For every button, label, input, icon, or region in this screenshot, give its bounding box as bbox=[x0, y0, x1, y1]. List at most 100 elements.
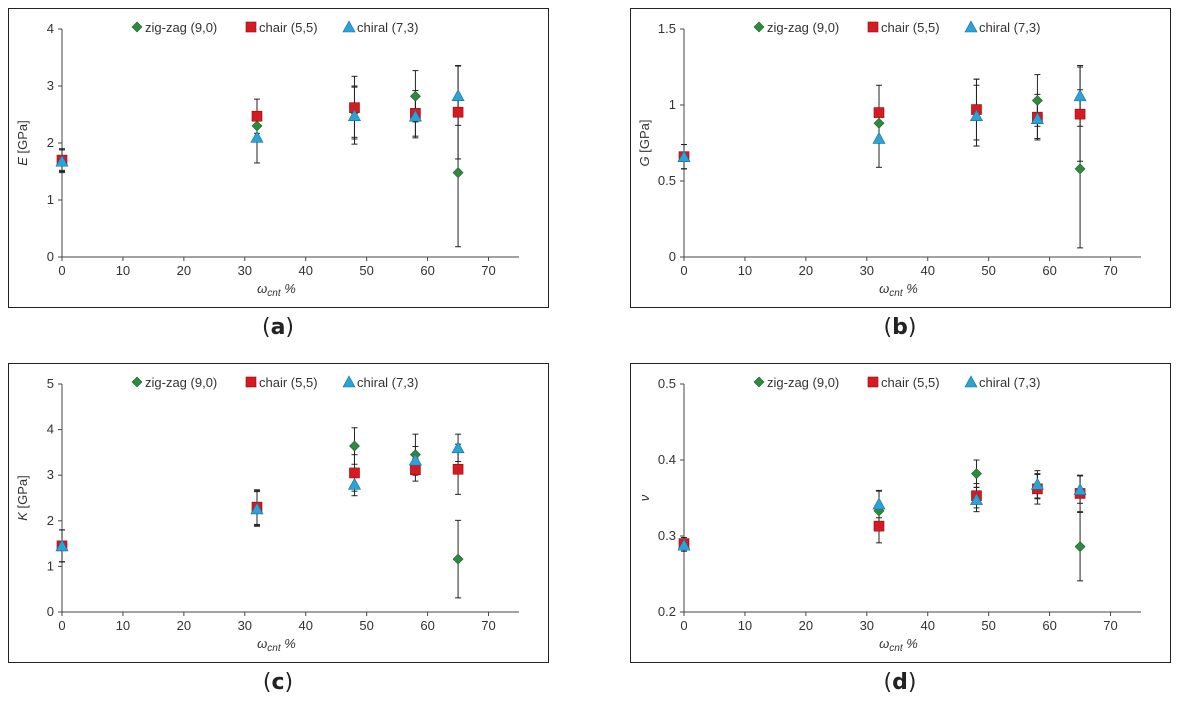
data-point-diamond bbox=[971, 468, 982, 480]
legend-marker-diamond bbox=[131, 21, 143, 33]
x-tick-label: 70 bbox=[481, 618, 495, 633]
data-point-triangle bbox=[1030, 112, 1044, 124]
x-tick-label: 40 bbox=[920, 263, 934, 278]
x-tick-label: 40 bbox=[298, 618, 312, 633]
y-tick-label: 0 bbox=[47, 604, 54, 619]
data-point-triangle bbox=[250, 130, 264, 143]
data-point-square bbox=[1074, 108, 1086, 120]
y-tick-label: 0.5 bbox=[658, 376, 676, 391]
y-tick-label: 3 bbox=[47, 78, 54, 93]
y-tick-label: 0.4 bbox=[658, 452, 676, 467]
x-tick-label: 50 bbox=[359, 263, 373, 278]
x-tick-label: 50 bbox=[981, 618, 995, 633]
legend-label: chair (5,5) bbox=[881, 375, 940, 390]
data-point-diamond bbox=[452, 553, 464, 565]
legend-label: chair (5,5) bbox=[881, 20, 940, 35]
x-tick-label: 20 bbox=[799, 263, 813, 278]
data-point-diamond bbox=[452, 167, 464, 179]
data-point-triangle bbox=[55, 539, 69, 552]
x-tick-label: 20 bbox=[177, 618, 191, 633]
y-tick-label: 0.2 bbox=[658, 604, 676, 619]
data-point-triangle bbox=[451, 89, 465, 101]
data-point-square bbox=[452, 106, 464, 118]
chart-d-svg: 0.2 0.3 0.4 0.5 0 10 20 30 40 50 60 70 ωcnt % ν zig-za… bbox=[637, 375, 1141, 654]
y-tick-label: 3 bbox=[47, 467, 54, 482]
y-axis-label: E [GPa] bbox=[15, 120, 30, 166]
data-point-triangle bbox=[55, 154, 69, 167]
x-axis-label: ωcnt % bbox=[879, 281, 918, 299]
y-axis-label: K [GPa] bbox=[15, 475, 30, 521]
y-tick-label: 1 bbox=[669, 97, 676, 112]
caption-a: (a) bbox=[261, 315, 295, 340]
x-tick-label: 20 bbox=[177, 263, 191, 278]
data-point-triangle bbox=[969, 109, 983, 121]
x-tick-label: 30 bbox=[860, 618, 874, 633]
legend-label: zig-zag (9,0) bbox=[145, 20, 217, 35]
data-point-diamond bbox=[349, 440, 360, 452]
x-tick-label: 10 bbox=[738, 263, 752, 278]
chart-panel-d: 0.2 0.3 0.4 0.5 0 10 20 30 40 50 60 70 ωcnt % ν zig-za… bbox=[630, 363, 1171, 663]
y-axis-label: ν bbox=[637, 494, 652, 501]
data-point-diamond bbox=[251, 120, 263, 132]
legend-label: chiral (7,3) bbox=[357, 375, 418, 390]
x-tick-label: 60 bbox=[420, 263, 434, 278]
data-point-square bbox=[873, 107, 885, 118]
data-point-diamond bbox=[1074, 163, 1086, 175]
chart-panel-a: 0 1 2 3 4 0 10 20 30 40 50 60 70 ωcnt % E [GPa] zig-zag… bbox=[8, 8, 549, 308]
x-tick-label: 10 bbox=[116, 263, 130, 278]
legend-label: zig-zag (9,0) bbox=[767, 375, 839, 390]
legend-marker-triangle bbox=[342, 375, 356, 388]
x-tick-label: 60 bbox=[420, 618, 434, 633]
data-point-triangle bbox=[1073, 89, 1087, 102]
x-tick-label: 70 bbox=[1103, 618, 1117, 633]
x-axis-label: ωcnt % bbox=[257, 281, 296, 299]
data-point-triangle bbox=[347, 109, 361, 121]
data-point-triangle bbox=[408, 109, 422, 122]
legend-marker-triangle bbox=[964, 20, 978, 33]
x-tick-label: 30 bbox=[860, 263, 874, 278]
data-point-triangle bbox=[872, 131, 886, 144]
data-point-triangle bbox=[250, 502, 264, 515]
x-tick-label: 20 bbox=[799, 618, 813, 633]
data-point-triangle bbox=[969, 492, 983, 505]
x-axis-label: ωcnt % bbox=[257, 636, 296, 654]
chart-panel-b: 0 0.5 1 1.5 0 10 20 30 40 50 60 70 ωcnt % G [GPa] zig-… bbox=[630, 8, 1171, 308]
caption-d: (d) bbox=[883, 670, 917, 695]
legend-marker-diamond bbox=[753, 21, 765, 33]
y-tick-label: 4 bbox=[47, 21, 54, 36]
y-tick-label: 0.3 bbox=[658, 528, 676, 543]
x-tick-label: 0 bbox=[680, 618, 687, 633]
y-tick-label: 2 bbox=[47, 135, 54, 150]
x-tick-label: 40 bbox=[298, 263, 312, 278]
x-tick-label: 70 bbox=[481, 263, 495, 278]
legend-label: chair (5,5) bbox=[259, 375, 318, 390]
x-tick-label: 10 bbox=[738, 618, 752, 633]
data-point-triangle bbox=[347, 477, 361, 490]
chart-panel-c: 0 1 2 3 4 5 0 10 20 30 40 50 60 70 ωcnt % K [GPa] zig-za… bbox=[8, 363, 549, 663]
legend-marker-square bbox=[245, 21, 257, 33]
legend-label: chiral (7,3) bbox=[979, 20, 1040, 35]
data-point-square bbox=[410, 464, 421, 476]
data-point-diamond bbox=[1031, 95, 1043, 106]
y-tick-label: 1.5 bbox=[658, 21, 676, 36]
chart-b-svg: 0 0.5 1 1.5 0 10 20 30 40 50 60 70 ωcnt % G [GPa] zig-… bbox=[637, 20, 1141, 299]
y-axis-label: G [GPa] bbox=[637, 120, 652, 167]
y-tick-label: 1 bbox=[47, 558, 54, 573]
legend-label: chair (5,5) bbox=[259, 20, 318, 35]
caption-c: (c) bbox=[262, 670, 294, 695]
caption-b: (b) bbox=[883, 315, 917, 340]
data-point-triangle bbox=[677, 538, 691, 551]
legend-marker-triangle bbox=[964, 375, 978, 388]
data-point-triangle bbox=[451, 441, 465, 454]
y-tick-label: 1 bbox=[47, 192, 54, 207]
x-tick-label: 10 bbox=[116, 618, 130, 633]
x-tick-label: 60 bbox=[1042, 263, 1056, 278]
y-tick-label: 4 bbox=[47, 422, 54, 437]
x-axis-label: ωcnt % bbox=[879, 636, 918, 654]
data-point-diamond bbox=[873, 117, 885, 129]
data-point-diamond bbox=[409, 90, 421, 102]
y-tick-label: 0 bbox=[47, 249, 54, 264]
x-tick-label: 0 bbox=[58, 263, 65, 278]
